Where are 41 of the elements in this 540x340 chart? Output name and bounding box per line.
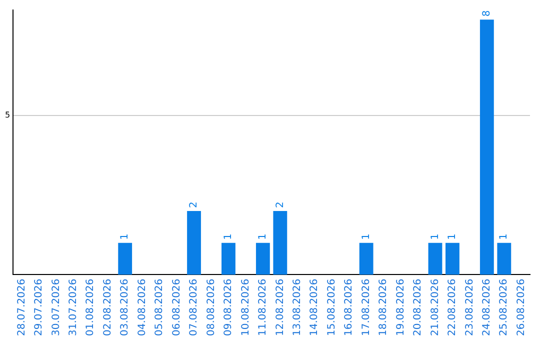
x-tick-label: 11.08.2026 [258,278,269,336]
x-tick-label: 24.08.2026 [482,278,493,336]
x-tick-label: 07.08.2026 [188,278,200,336]
x-tick-label: 22.08.2026 [447,278,458,336]
data-label: 1 [498,233,510,240]
data-label: 8 [482,10,493,17]
data-label: 1 [223,233,234,240]
x-tick-label: 21.08.2026 [430,278,441,336]
x-tick-label: 01.08.2026 [85,278,96,336]
data-label: 1 [430,233,441,240]
x-tick-label: 02.08.2026 [102,278,114,336]
x-tick-label: 15.08.2026 [326,278,338,336]
data-label: 1 [447,233,458,240]
data-label: 1 [120,233,131,240]
x-tick-label: 20.08.2026 [412,278,424,336]
x-tick-label: 18.08.2026 [378,278,390,336]
x-tick-label: 28.07.2026 [16,278,28,336]
x-tick-label: 30.07.2026 [50,278,62,336]
x-tick-label: 05.08.2026 [154,278,166,336]
x-tick-label: 14.08.2026 [309,278,320,336]
x-tick-label: 12.08.2026 [274,278,286,336]
y-tick-label: 5 [4,110,10,120]
x-tick-label: 06.08.2026 [171,278,182,336]
x-tick-label: 17.08.2026 [360,278,372,336]
x-tick-label: 16.08.2026 [344,278,355,336]
x-tick-label: 04.08.2026 [136,278,148,336]
x-tick-label: 08.08.2026 [206,278,217,336]
x-tick-label: 25.08.2026 [498,278,510,336]
x-tick-label: 09.08.2026 [223,278,234,336]
x-tick-label: 19.08.2026 [395,278,406,336]
x-tick-label: 29.07.2026 [34,278,45,336]
x-tick-label: 26.08.2026 [516,278,527,336]
x-tick-label: 23.08.2026 [464,278,476,336]
data-label: 2 [274,202,286,208]
x-tick-label: 03.08.2026 [120,278,131,336]
data-label: 2 [188,202,200,208]
data-label: 1 [258,233,269,240]
x-tick-label: 31.07.2026 [68,278,79,336]
data-label: 1 [360,233,372,240]
x-tick-label: 13.08.2026 [292,278,303,336]
x-tick-label: 10.08.2026 [240,278,252,336]
